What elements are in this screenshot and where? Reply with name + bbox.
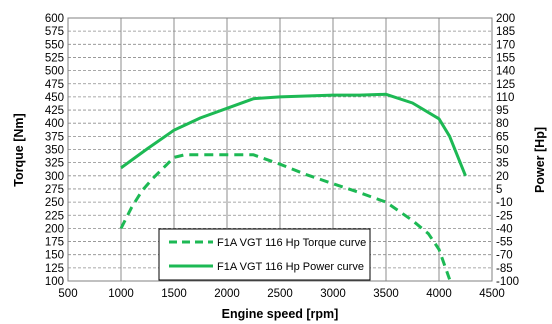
y-right-tick-label: -55	[496, 237, 513, 249]
x-tick-label: 500	[58, 288, 77, 300]
torque-curve-line	[119, 153, 452, 280]
x-tick-label: 3000	[320, 288, 346, 300]
y-right-axis-title: Power [Hp]	[533, 127, 547, 193]
y-right-tick-label: 125	[496, 79, 515, 91]
y-right-tick-label: 80	[496, 118, 509, 130]
y-right-tick-label: 200	[496, 13, 515, 25]
y-left-tick-label: 150	[45, 250, 64, 262]
x-axis-title: Engine speed [rpm]	[222, 307, 339, 321]
y-left-tick-label: 100	[45, 276, 64, 288]
x-tick-label: 1500	[161, 288, 187, 300]
x-tick-label: 2000	[214, 288, 240, 300]
y-right-tick-label: 35	[496, 158, 509, 170]
y-right-tick-label: 50	[496, 145, 509, 157]
legend: F1A VGT 116 Hp Torque curve F1A VGT 116 …	[158, 228, 371, 281]
y-right-tick-label: -10	[496, 197, 513, 209]
legend-label-torque: F1A VGT 116 Hp Torque curve	[217, 237, 366, 249]
y-right-tick-label: -70	[496, 250, 513, 262]
y-left-tick-label: 525	[45, 52, 64, 64]
y-left-tick-label: 575	[45, 26, 64, 38]
legend-label-power: F1A VGT 116 Hp Power curve	[217, 261, 364, 273]
y-left-tick-label: 350	[45, 145, 64, 157]
y-left-tick-label: 200	[45, 223, 64, 235]
y-right-tick-label: 5	[496, 184, 502, 196]
y-right-tick-label: 185	[496, 26, 515, 38]
y-left-tick-label: 400	[45, 118, 64, 130]
y-right-tick-label: 140	[496, 66, 515, 78]
y-left-tick-label: 225	[45, 210, 64, 222]
y-right-tick-label: 155	[496, 52, 515, 64]
y-right-tick-label: -40	[496, 223, 513, 235]
x-tick-label: 4500	[479, 288, 505, 300]
y-left-tick-label: 550	[45, 39, 64, 51]
x-tick-label: 1000	[108, 288, 134, 300]
x-tick-label: 3500	[373, 288, 399, 300]
y-left-tick-label: 600	[45, 13, 64, 25]
y-left-tick-label: 125	[45, 263, 64, 275]
y-left-tick-label: 175	[45, 237, 64, 249]
legend-box	[158, 228, 371, 281]
y-left-tick-label: 275	[45, 184, 64, 196]
plot-area-border	[67, 17, 493, 282]
y-left-tick-label: 325	[45, 158, 64, 170]
y-left-tick-label: 300	[45, 171, 64, 183]
y-right-tick-label: 95	[496, 105, 509, 117]
y-left-tick-label: 375	[45, 131, 64, 143]
y-right-tick-label: -100	[496, 276, 519, 288]
y-left-tick-label: 475	[45, 79, 64, 91]
y-left-tick-label: 425	[45, 105, 64, 117]
y-right-tick-label: 110	[496, 92, 514, 104]
x-tick-label: 4000	[426, 288, 452, 300]
y-left-tick-labels: 1001251501752002252502753003253503754004…	[45, 13, 64, 288]
y-left-axis-title: Torque [Nm]	[12, 113, 26, 186]
series-lines	[119, 92, 467, 280]
y-right-tick-label: 65	[496, 131, 509, 143]
x-tick-label: 2500	[267, 288, 293, 300]
y-left-tick-label: 250	[45, 197, 64, 209]
y-left-tick-label: 500	[45, 66, 64, 78]
y-left-tick-label: 450	[45, 92, 64, 104]
y-right-tick-label: -25	[496, 210, 513, 222]
power-curve-line	[120, 92, 467, 177]
y-right-tick-label: -85	[496, 263, 513, 275]
x-tick-labels: 500 1000 1500 2000 2500 3000 3500 4000 4500	[58, 288, 504, 300]
y-right-tick-label: 170	[496, 39, 515, 51]
y-right-tick-label: 20	[496, 171, 509, 183]
